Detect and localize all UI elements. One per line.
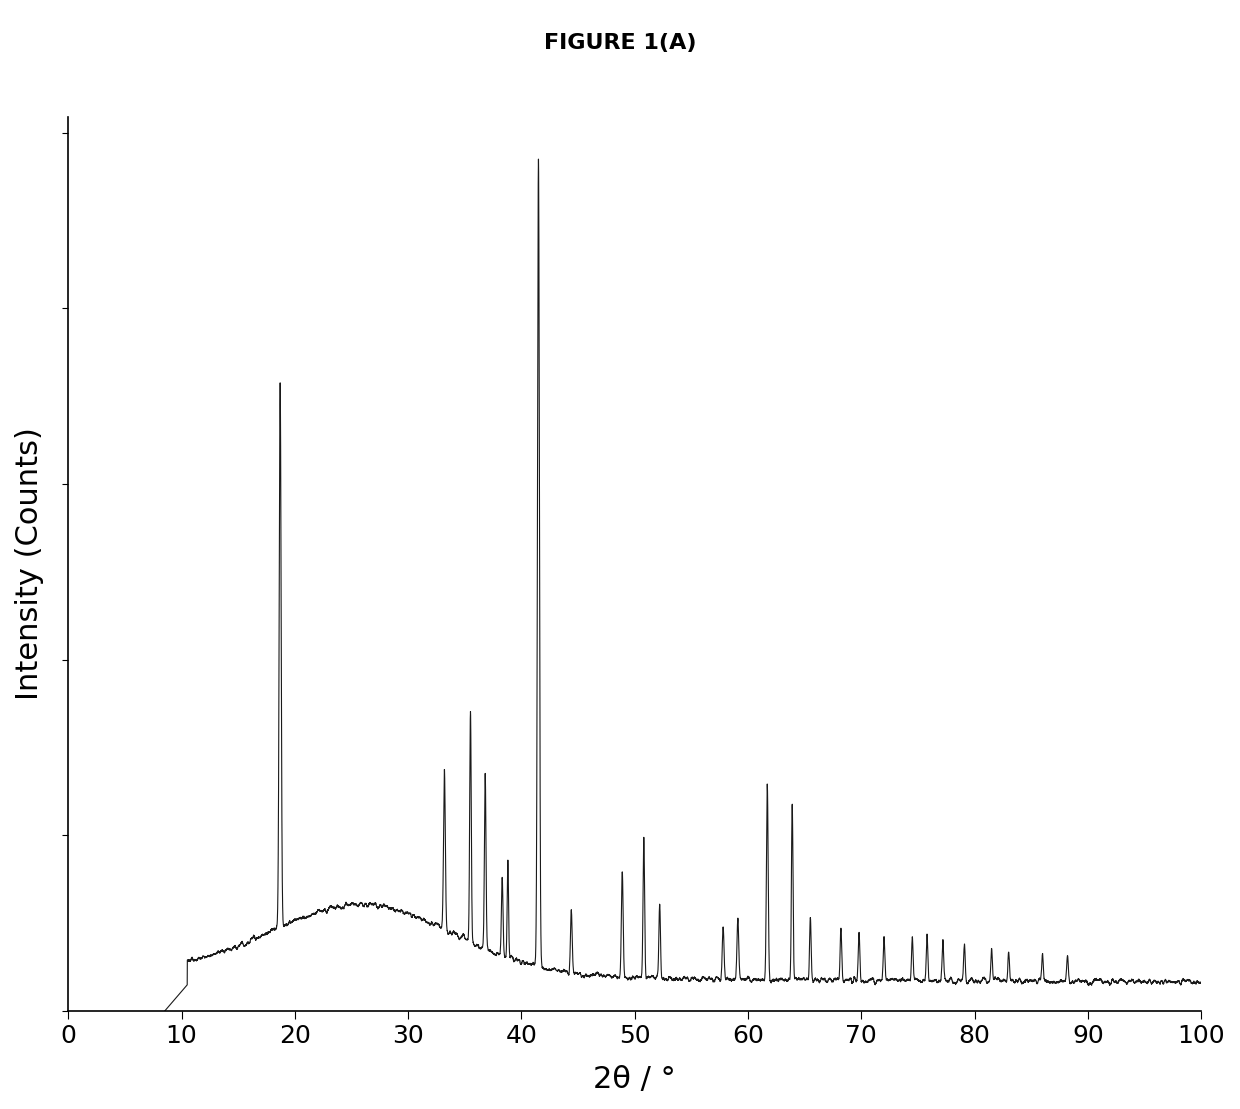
Text: FIGURE 1(A): FIGURE 1(A) — [544, 33, 696, 53]
Y-axis label: Intensity (Counts): Intensity (Counts) — [15, 427, 43, 700]
X-axis label: 2θ / °: 2θ / ° — [594, 1065, 676, 1093]
